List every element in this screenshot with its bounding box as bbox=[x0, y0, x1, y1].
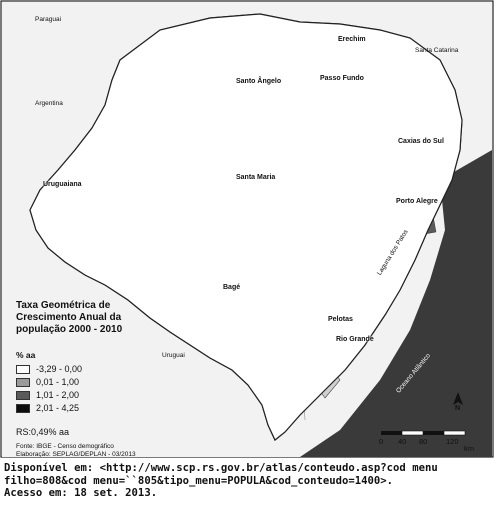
caption-line-1: Disponível em: <http://www.scp.rs.gov.br… bbox=[4, 462, 438, 474]
caption-line-2: filho=808&cod menu=``805&tipo_menu=POPUL… bbox=[4, 474, 394, 487]
legend-item: 0,01 - 1,00 bbox=[16, 377, 79, 387]
legend-swatch bbox=[16, 377, 30, 387]
label-caxias-do-sul: Caxias do Sul bbox=[398, 138, 444, 145]
label-pelotas: Pelotas bbox=[328, 316, 353, 323]
legend-swatch bbox=[16, 364, 30, 374]
label-santa-maria: Santa Maria bbox=[236, 174, 276, 181]
label-porto-alegre: Porto Alegre bbox=[396, 198, 438, 205]
legend-unit: % aa bbox=[16, 350, 36, 360]
label-paraguai: Paraguai bbox=[35, 16, 62, 23]
scale-tick-0: 0 bbox=[379, 437, 384, 446]
north-arrow-icon bbox=[453, 392, 463, 405]
label-argentina: Argentina bbox=[35, 100, 63, 107]
legend-item: 2,01 - 4,25 bbox=[16, 403, 79, 413]
label-rio-grande: Rio Grande bbox=[336, 336, 374, 343]
legend-label: 1,01 - 2,00 bbox=[36, 390, 80, 400]
elaboration-text: Elaboração: SEPLAG/DEPLAN - 03/2013 bbox=[16, 451, 136, 458]
ocean-area bbox=[300, 150, 492, 457]
citation-caption: Disponível em: <http://www.scp.rs.gov.br… bbox=[4, 462, 492, 500]
legend-item: 1,01 - 2,00 bbox=[16, 390, 79, 400]
map-frame: Paraguai Argentina Santa Catarina Urugua… bbox=[0, 0, 494, 458]
legend-item: -3,29 - 0,00 bbox=[16, 364, 82, 374]
legend-label: 0,01 - 1,00 bbox=[36, 377, 80, 387]
north-label: N bbox=[455, 405, 461, 412]
legend-label: -3,29 - 0,00 bbox=[36, 364, 83, 374]
label-santa-catarina: Santa Catarina bbox=[415, 47, 459, 54]
rs-population-growth-map bbox=[0, 0, 494, 458]
scale-tick-40: 40 bbox=[398, 437, 407, 446]
map-title: Taxa Geométrica de Crescimento Anual da … bbox=[16, 300, 123, 335]
label-santo-angelo: Santo Ângelo bbox=[236, 78, 282, 85]
scale-tick-120: 120 bbox=[446, 437, 459, 446]
legend-label: 2,01 - 4,25 bbox=[36, 403, 80, 413]
label-uruguaiana: Uruguaiana bbox=[43, 181, 82, 188]
legend-swatch bbox=[16, 390, 30, 400]
scale-bar bbox=[381, 430, 466, 436]
label-passo-fundo: Passo Fundo bbox=[320, 75, 364, 82]
label-uruguai: Uruguai bbox=[162, 352, 185, 359]
label-bage: Bagé bbox=[223, 284, 241, 291]
scale-tick-80: 80 bbox=[419, 437, 428, 446]
scale-unit: km bbox=[464, 444, 474, 453]
label-erechim: Erechim bbox=[338, 36, 366, 43]
legend-swatch bbox=[16, 403, 30, 413]
state-rate: RS:0,49% aa bbox=[16, 427, 70, 437]
source-text: Fonte: IBGE - Censo demográfico bbox=[16, 443, 114, 450]
caption-line-3: Acesso em: 18 set. 2013. bbox=[4, 487, 158, 499]
